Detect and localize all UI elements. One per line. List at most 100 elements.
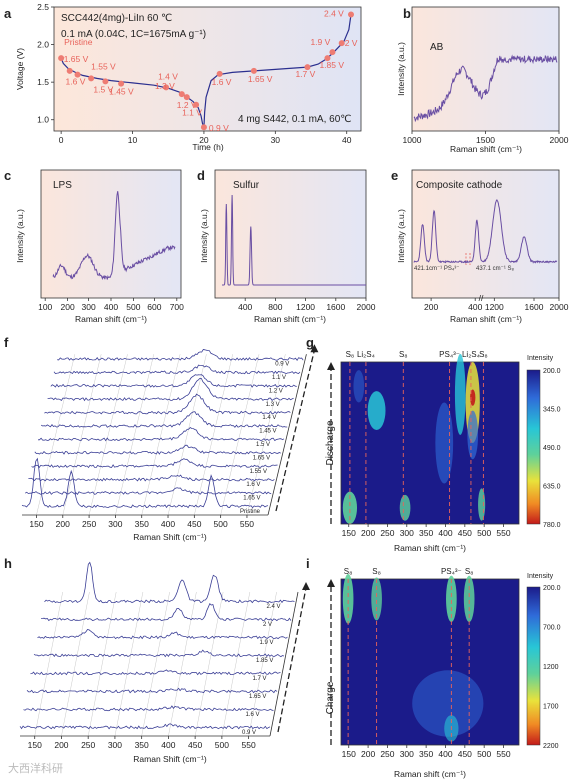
- g-colorbar-tick: 345.0: [543, 407, 561, 414]
- spectrum-c: [52, 191, 176, 281]
- colorbar-g: [526, 369, 541, 525]
- h-gridline: [194, 591, 224, 737]
- g-top-label: Li₂S₄: [462, 350, 480, 359]
- panel-a: Voltage (V) Time (h) SCC442(4mg)-LiIn 60…: [15, 2, 362, 152]
- h-spectrum: [23, 705, 274, 712]
- xtick-label-c: 300: [82, 302, 96, 312]
- colorbar-title-g: Intensity: [527, 355, 554, 362]
- i-colorbar-tick: 700.0: [543, 625, 561, 632]
- title-a-line2: 0.1 mA (0.04C, 1C=1675mA g⁻¹): [61, 29, 206, 40]
- xtick-label-g: 150: [342, 528, 356, 538]
- g-intensity-region: [342, 491, 358, 524]
- f-gridline: [246, 354, 286, 516]
- marker-label-a: 2 V: [345, 38, 358, 48]
- xtick-label-d: 1600: [326, 302, 345, 312]
- marker-label-a: 1.6 V: [66, 77, 86, 87]
- g-colorbar-tick: 200.0: [543, 368, 561, 375]
- plot-area-b: [411, 6, 560, 132]
- xtick-label-a: 40: [342, 135, 352, 145]
- h-gridline: [114, 591, 144, 737]
- colorbar-i: [526, 586, 541, 746]
- f-series-label: 1.3 V: [266, 402, 280, 408]
- g-intensity-region: [467, 410, 479, 460]
- h-gridline: [141, 591, 170, 737]
- xtick-label-a: 0: [59, 135, 64, 145]
- plot-area-d: [214, 169, 367, 299]
- marker-label-a: 2.4 V: [324, 9, 344, 19]
- marker-point-a: [183, 94, 190, 101]
- xtick-label-f: 150: [29, 519, 43, 529]
- f-spectrum: [50, 374, 297, 388]
- g-intensity-region: [367, 391, 386, 431]
- ylabel-d: Intensity (a.u.): [199, 209, 209, 263]
- f-series-label: 1.4 V: [262, 415, 276, 421]
- marker-point-a: [178, 91, 185, 98]
- f-series-label: 0.9 V: [275, 362, 289, 368]
- xtick-label-g: 250: [380, 528, 394, 538]
- xlabel-g: Raman shift (cm⁻¹): [394, 543, 466, 553]
- marker-point-a: [304, 64, 311, 71]
- h-spectrum: [44, 561, 295, 604]
- spectrum-e: [413, 199, 558, 264]
- panel-label-i: i: [306, 556, 310, 571]
- spectrum-d: [222, 194, 366, 286]
- xtick-label-h: 200: [54, 740, 68, 750]
- title-c: LPS: [53, 180, 72, 191]
- xtick-label-g: 200: [361, 528, 375, 538]
- panel-d: Intensity (a.u.) Raman shift (cm⁻¹) Sulf…: [199, 169, 376, 324]
- xtick-label-h: 300: [108, 740, 122, 750]
- marker-label-a: 1.55 V: [91, 61, 116, 71]
- xtick-label-f: 400: [161, 519, 175, 529]
- f-spectrum: [47, 377, 294, 402]
- f-spectrum: [28, 474, 275, 482]
- xtick-label-i: 150: [342, 749, 356, 759]
- f-series-label: 1.65 V: [243, 496, 260, 502]
- spectrum-b: [413, 54, 558, 123]
- xtick-label-i: 500: [477, 749, 491, 759]
- panel-f: Pristine 1.65 V 1.6 V 1.55 V 1.65 V 1.5 V 1.45…: [21, 344, 319, 542]
- xtick-label-c: 100: [38, 302, 52, 312]
- xtick-label-i: 200: [361, 749, 375, 759]
- f-spectrum: [53, 364, 301, 375]
- i-intensity-region: [412, 670, 484, 737]
- title-b: AB: [430, 42, 444, 53]
- xtick-label-e: 2000: [550, 302, 569, 312]
- xtick-label-h: 250: [81, 740, 95, 750]
- f-gridline: [62, 354, 102, 516]
- i-colorbar-tick: 200.0: [543, 585, 561, 592]
- annot-e-s8: 437.1 cm⁻¹ S₈: [476, 266, 515, 272]
- marker-label-a: 1.9 V: [310, 37, 330, 47]
- panel-g: S₈ Li₂S₄ S₈ PS₄³⁻ Li₂S₄ S₈ 150 200 250 300 350 400…: [325, 350, 561, 553]
- xtick-label-e: 200: [424, 302, 438, 312]
- f-gridline: [167, 354, 207, 516]
- f-spectrum: [21, 457, 269, 509]
- marker-label-a: 1.45 V: [109, 87, 134, 97]
- xtick-label-d: 2000: [357, 302, 376, 312]
- title-e: Composite cathode: [416, 180, 503, 191]
- g-intensity-region: [478, 488, 486, 521]
- panel-b: Intensity (a.u.) Raman shift (cm⁻¹) AB 1…: [396, 6, 569, 154]
- xtick-label-f: 450: [187, 519, 201, 529]
- marker-label-a: 0.9 V: [209, 123, 229, 133]
- xtick-label-i: 300: [400, 749, 414, 759]
- panel-h: 0.9 V 1.6 V 1.65 V 1.7 V 1.85 V 1.9 V 2 V 2.4 V…: [19, 561, 310, 764]
- marker-point-a: [216, 70, 223, 77]
- marker-label-a: 1.1 V: [182, 108, 202, 118]
- ytick-label-a: 2.5: [37, 2, 49, 12]
- xtick-label-g: 450: [458, 528, 472, 538]
- marker-label-a: 1.85 V: [319, 60, 344, 70]
- xtick-label-a: 30: [271, 135, 281, 145]
- xlabel-d: Raman shift (cm⁻¹): [254, 314, 326, 324]
- watermark: 大西洋科研: [8, 762, 63, 775]
- xtick-label-a: 10: [128, 135, 138, 145]
- xtick-label-c: 200: [61, 302, 75, 312]
- h-gridline: [248, 591, 277, 737]
- f-gridline: [115, 354, 154, 516]
- h-spectrum: [37, 629, 288, 640]
- xtick-label-c: 500: [126, 302, 140, 312]
- h-series-label: 2.4 V: [267, 604, 281, 610]
- plot-area-e: [411, 169, 560, 299]
- f-series-label: 1.2 V: [269, 388, 283, 394]
- xtick-label-i: 350: [419, 749, 433, 759]
- marker-point-a: [338, 40, 345, 47]
